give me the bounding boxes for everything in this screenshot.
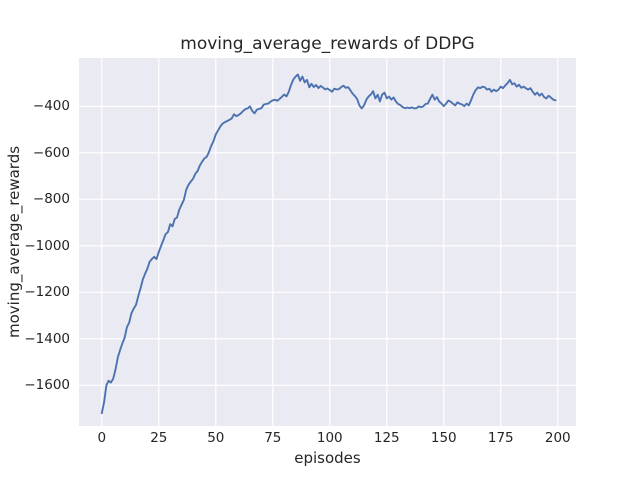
y-tick-label: −1200 bbox=[24, 284, 70, 301]
x-tick-label: 200 bbox=[544, 430, 571, 446]
y-tick-label: −1600 bbox=[24, 377, 70, 394]
x-tick-label: 150 bbox=[430, 430, 457, 446]
series-line bbox=[100, 73, 557, 415]
y-tick-label: −1400 bbox=[24, 330, 70, 347]
x-axis-label: episodes bbox=[294, 449, 361, 467]
y-tick-label: −1000 bbox=[24, 237, 70, 254]
x-tick-label: 25 bbox=[150, 430, 168, 446]
x-tick-label: 0 bbox=[97, 430, 107, 446]
y-tick-label: −400 bbox=[32, 98, 70, 115]
chart-title: moving_average_rewards of DDPG bbox=[180, 34, 475, 54]
line-chart-svg bbox=[79, 58, 576, 426]
plot-area bbox=[79, 58, 576, 426]
x-tick-label: 100 bbox=[316, 430, 343, 446]
x-tick-label: 125 bbox=[373, 430, 400, 446]
x-tick-label: 175 bbox=[487, 430, 514, 446]
x-tick-label: 50 bbox=[207, 430, 225, 446]
y-tick-label: −800 bbox=[32, 191, 70, 208]
y-tick-label: −600 bbox=[32, 144, 70, 161]
x-tick-label: 75 bbox=[264, 430, 282, 446]
